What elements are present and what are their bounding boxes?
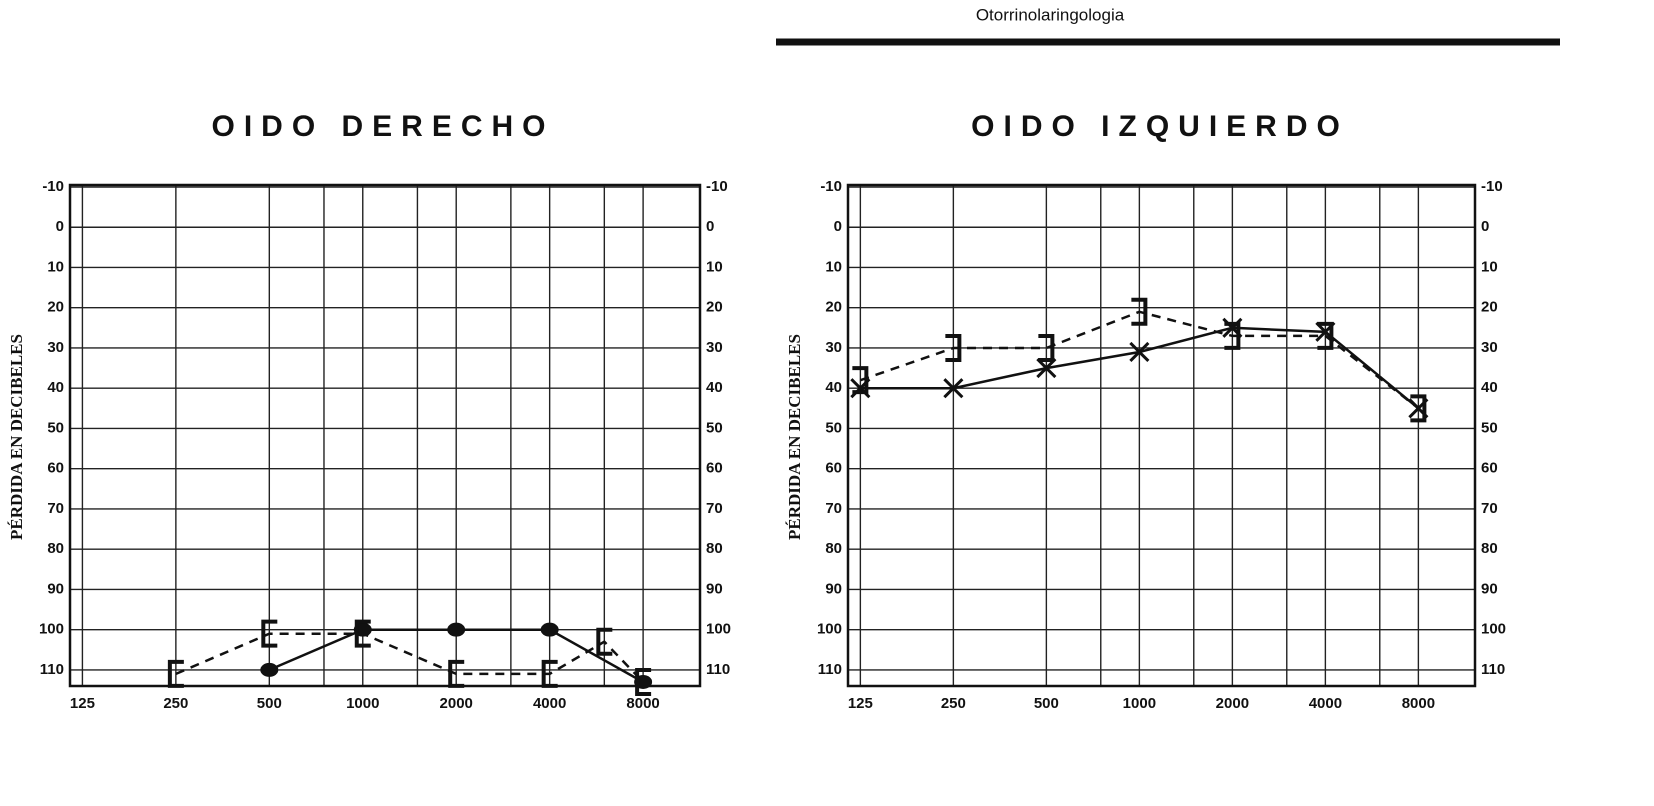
x-tick-label: 500 bbox=[1034, 695, 1059, 712]
y-tick-label: 50 bbox=[825, 419, 842, 436]
chart-title: OIDO IZQUIERDO bbox=[971, 110, 1349, 143]
y-tick-label-right: 60 bbox=[706, 460, 723, 477]
y-tick-label: -10 bbox=[42, 178, 64, 195]
x-tick-label: 250 bbox=[941, 695, 966, 712]
chart: OIDO IZQUIERDO PÉRDIDA EN DECIBELES -10 -10… bbox=[785, 110, 1506, 712]
marker-bracket bbox=[261, 619, 278, 648]
y-tick-label-right: 50 bbox=[1481, 419, 1498, 436]
y-tick-label: 70 bbox=[825, 500, 842, 517]
x-tick-label: 2000 bbox=[440, 695, 473, 712]
marker-cross bbox=[943, 378, 964, 399]
y-tick-label-right: 110 bbox=[706, 661, 730, 678]
y-tick-label: 110 bbox=[40, 661, 64, 678]
y-tick-label: 0 bbox=[834, 218, 842, 235]
y-tick-label: 10 bbox=[47, 258, 64, 275]
marker-bracket bbox=[1317, 321, 1334, 350]
marker-cross bbox=[1129, 341, 1150, 363]
y-tick-label-right: 0 bbox=[706, 218, 714, 235]
y-tick-label-right: 70 bbox=[1481, 500, 1498, 517]
marker-cross bbox=[1036, 358, 1057, 379]
x-tick-label: 125 bbox=[70, 695, 95, 712]
series-line bbox=[175, 632, 645, 683]
y-tick-label-right: -10 bbox=[1481, 178, 1503, 195]
marker-bracket bbox=[1410, 394, 1427, 423]
y-tick-label-right: 100 bbox=[1481, 621, 1506, 638]
marker-bracket bbox=[541, 659, 558, 688]
y-tick-label: 20 bbox=[47, 299, 64, 316]
y-tick-label-right: 40 bbox=[706, 379, 723, 396]
x-tick-label: 1000 bbox=[346, 695, 379, 712]
series-line bbox=[859, 310, 1420, 410]
marker-dot bbox=[540, 622, 559, 637]
y-tick-label-right: 60 bbox=[1481, 460, 1498, 477]
y-tick-label: 50 bbox=[47, 419, 64, 436]
y-tick-label-right: 40 bbox=[1481, 379, 1498, 396]
y-tick-label-right: 90 bbox=[706, 580, 723, 597]
x-tick-label: 4000 bbox=[1309, 695, 1342, 712]
y-tick-label: 30 bbox=[825, 339, 842, 356]
y-tick-label-right: -10 bbox=[706, 178, 728, 195]
x-tick-label: 2000 bbox=[1216, 695, 1249, 712]
y-tick-label-right: 90 bbox=[1481, 580, 1498, 597]
y-tick-label-right: 10 bbox=[706, 258, 723, 275]
y-tick-label: 10 bbox=[825, 258, 842, 275]
y-tick-label-right: 100 bbox=[706, 621, 731, 638]
chart: OIDO DERECHO PÉRDIDA EN DECIBELES -10 -10 0 0… bbox=[7, 110, 731, 712]
y-tick-label: 70 bbox=[47, 500, 64, 517]
marker-dot bbox=[260, 662, 279, 677]
y-tick-label-right: 30 bbox=[1481, 339, 1498, 356]
y-tick-label-right: 20 bbox=[706, 299, 723, 316]
y-tick-label-right: 10 bbox=[1481, 258, 1498, 275]
marker-bracket bbox=[448, 659, 465, 688]
y-tick-label: 60 bbox=[47, 460, 64, 477]
y-axis-label: PÉRDIDA EN DECIBELES bbox=[7, 334, 26, 540]
y-tick-label-right: 50 bbox=[706, 419, 723, 436]
marker-bracket bbox=[852, 366, 869, 395]
x-tick-label: 8000 bbox=[1402, 695, 1435, 712]
y-tick-label: 20 bbox=[825, 299, 842, 316]
y-tick-label: 90 bbox=[47, 580, 64, 597]
marker-bracket bbox=[596, 627, 613, 656]
y-tick-label: 60 bbox=[825, 460, 842, 477]
y-tick-label: 100 bbox=[39, 621, 64, 638]
x-tick-label: 8000 bbox=[626, 695, 659, 712]
y-tick-label-right: 80 bbox=[1481, 540, 1498, 557]
y-axis-label: PÉRDIDA EN DECIBELES bbox=[785, 334, 804, 540]
y-tick-label: 90 bbox=[825, 580, 842, 597]
marker-bracket bbox=[1131, 297, 1148, 326]
y-tick-label: 100 bbox=[817, 621, 842, 638]
y-tick-label: 80 bbox=[47, 540, 64, 557]
x-tick-label: 125 bbox=[848, 695, 873, 712]
y-tick-label-right: 70 bbox=[706, 500, 723, 517]
y-tick-label: 40 bbox=[47, 379, 64, 396]
y-tick-label-right: 20 bbox=[1481, 299, 1498, 316]
marker-bracket bbox=[1038, 333, 1055, 362]
y-tick-label: 110 bbox=[818, 661, 842, 678]
x-tick-label: 4000 bbox=[533, 695, 566, 712]
y-tick-label: 80 bbox=[825, 540, 842, 557]
marker-dot bbox=[447, 622, 466, 637]
marker-bracket bbox=[167, 659, 184, 688]
marker-bracket bbox=[945, 333, 962, 362]
marker-bracket bbox=[1224, 321, 1241, 350]
y-tick-label: -10 bbox=[820, 178, 842, 195]
x-tick-label: 250 bbox=[163, 695, 188, 712]
y-tick-label: 40 bbox=[825, 379, 842, 396]
y-tick-label-right: 110 bbox=[1481, 661, 1505, 678]
header-title: Otorrinolaringologia bbox=[976, 5, 1125, 24]
y-tick-label: 30 bbox=[47, 339, 64, 356]
marker-bracket bbox=[635, 667, 652, 696]
y-tick-label-right: 80 bbox=[706, 540, 723, 557]
chart-title: OIDO DERECHO bbox=[211, 110, 554, 143]
y-tick-label-right: 30 bbox=[706, 339, 723, 356]
y-tick-label-right: 0 bbox=[1481, 218, 1489, 235]
y-tick-label: 0 bbox=[56, 218, 64, 235]
x-tick-label: 1000 bbox=[1123, 695, 1156, 712]
plot-frame bbox=[68, 183, 702, 688]
marker-bracket bbox=[354, 619, 371, 648]
x-tick-label: 500 bbox=[257, 695, 282, 712]
plot-frame bbox=[846, 183, 1477, 688]
